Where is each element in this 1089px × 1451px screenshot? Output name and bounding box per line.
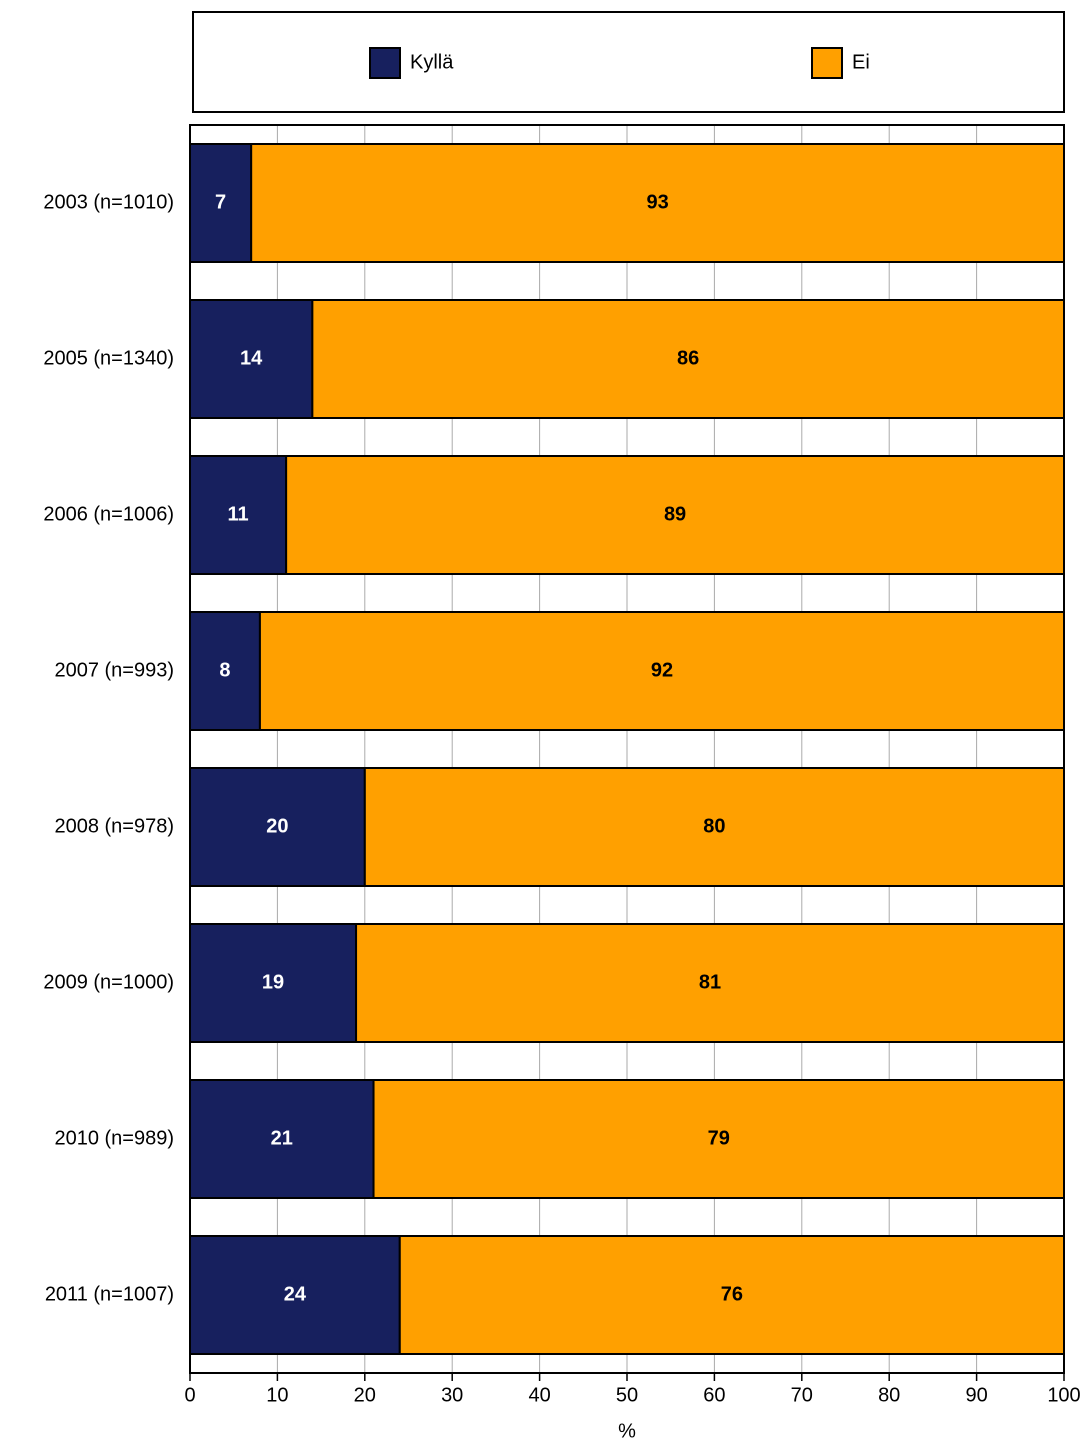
x-tick-label: 50 bbox=[616, 1384, 638, 1406]
y-tick-label: 2008 (n=978) bbox=[54, 815, 174, 837]
data-label: 92 bbox=[651, 659, 673, 681]
x-tick-label: 90 bbox=[965, 1384, 987, 1406]
bar bbox=[250, 143, 1065, 263]
legend-label: Ei bbox=[852, 51, 870, 73]
y-tick-label: 2010 (n=989) bbox=[54, 1127, 174, 1149]
bar bbox=[372, 1079, 1066, 1199]
x-tick-label: 100 bbox=[1047, 1384, 1080, 1406]
x-tick-label: 40 bbox=[528, 1384, 550, 1406]
x-tick-label: 10 bbox=[266, 1384, 288, 1406]
bar bbox=[285, 455, 1065, 575]
y-tick-label: 2007 (n=993) bbox=[54, 659, 174, 681]
bar bbox=[398, 1235, 1065, 1355]
y-tick-label: 2005 (n=1340) bbox=[43, 347, 174, 369]
y-tick-label: 2011 (n=1007) bbox=[45, 1283, 174, 1305]
bar bbox=[189, 923, 358, 1043]
data-label: 24 bbox=[284, 1283, 307, 1305]
data-label: 89 bbox=[664, 503, 686, 525]
x-tick-label: 0 bbox=[184, 1384, 195, 1406]
x-tick-label: 20 bbox=[354, 1384, 376, 1406]
data-label: 81 bbox=[699, 971, 721, 993]
legend-swatch bbox=[369, 47, 401, 79]
legend-box bbox=[192, 11, 1065, 113]
data-label: 19 bbox=[262, 971, 284, 993]
data-label: 21 bbox=[271, 1127, 293, 1149]
bar bbox=[355, 923, 1065, 1043]
y-tick-label: 2003 (n=1010) bbox=[43, 191, 174, 213]
legend-swatch bbox=[811, 47, 843, 79]
bar bbox=[258, 611, 1066, 731]
bar bbox=[189, 1235, 401, 1355]
data-label: 93 bbox=[646, 191, 668, 213]
bar bbox=[363, 767, 1065, 887]
data-label: 20 bbox=[266, 815, 288, 837]
x-axis-label: % bbox=[618, 1420, 636, 1442]
plot-border bbox=[189, 124, 1065, 1374]
x-tick-label: 80 bbox=[878, 1384, 900, 1406]
bar bbox=[189, 299, 314, 419]
bar bbox=[311, 299, 1065, 419]
data-label: 80 bbox=[703, 815, 725, 837]
x-tick-label: 30 bbox=[441, 1384, 463, 1406]
data-label: 11 bbox=[227, 503, 248, 525]
bar bbox=[189, 611, 261, 731]
x-tick-label: 60 bbox=[703, 1384, 725, 1406]
y-tick-label: 2009 (n=1000) bbox=[43, 971, 174, 993]
y-tick-label: 2006 (n=1006) bbox=[43, 503, 174, 525]
data-label: 86 bbox=[677, 347, 699, 369]
bar bbox=[189, 767, 366, 887]
data-label: 79 bbox=[708, 1127, 730, 1149]
data-label: 7 bbox=[215, 191, 226, 213]
data-label: 14 bbox=[240, 347, 263, 369]
data-label: 76 bbox=[721, 1283, 743, 1305]
data-label: 8 bbox=[219, 659, 230, 681]
bar bbox=[189, 1079, 375, 1199]
legend-label: Kyllä bbox=[410, 51, 454, 73]
x-tick-label: 70 bbox=[791, 1384, 813, 1406]
bar bbox=[189, 143, 253, 263]
